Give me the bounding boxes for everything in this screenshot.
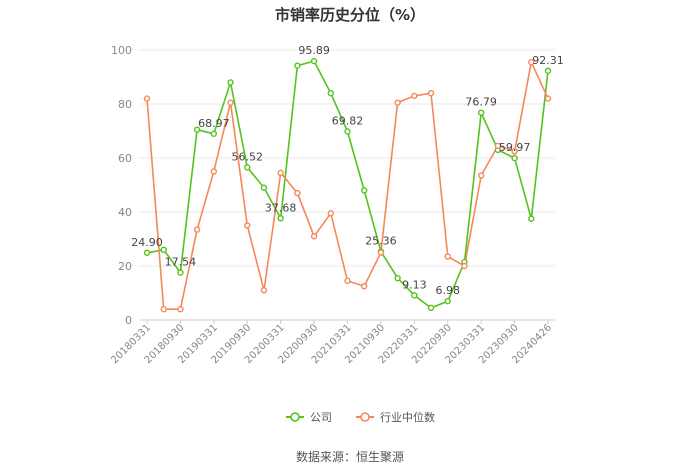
data-point bbox=[528, 215, 535, 222]
data-point bbox=[277, 169, 284, 177]
data-label: 76.79 bbox=[465, 96, 497, 109]
y-tick-label: 40 bbox=[118, 206, 132, 219]
data-point bbox=[494, 142, 502, 150]
data-point bbox=[193, 226, 201, 233]
data-point bbox=[210, 130, 218, 137]
data-point bbox=[143, 249, 151, 256]
data-label: 69.82 bbox=[332, 114, 364, 127]
data-point bbox=[344, 128, 351, 135]
data-point bbox=[260, 287, 268, 294]
data-point bbox=[244, 222, 251, 229]
data-point bbox=[411, 292, 418, 299]
data-point bbox=[327, 89, 334, 97]
data-point bbox=[160, 246, 167, 254]
y-tick-label: 60 bbox=[118, 152, 132, 165]
data-label: 95.89 bbox=[298, 44, 330, 57]
data-point bbox=[528, 58, 535, 66]
data-label: 17.54 bbox=[165, 256, 197, 269]
legend-marker-0 bbox=[290, 412, 300, 422]
data-point bbox=[244, 164, 251, 171]
data-label: 25.36 bbox=[365, 235, 397, 248]
legend-marker-1 bbox=[360, 412, 370, 422]
data-point bbox=[477, 109, 485, 116]
y-tick-label: 100 bbox=[111, 44, 132, 57]
series-points bbox=[143, 57, 552, 313]
legend: 公司 行业中位数 bbox=[286, 410, 435, 424]
data-point bbox=[210, 168, 218, 175]
data-label: 24.90 bbox=[131, 236, 163, 249]
y-tick-label: 20 bbox=[118, 260, 132, 273]
data-label: 9.13 bbox=[402, 278, 427, 291]
data-point bbox=[227, 99, 234, 106]
data-label: 68.97 bbox=[198, 117, 230, 130]
legend-label-1: 行业中位数 bbox=[380, 410, 435, 424]
data-point bbox=[294, 189, 301, 197]
data-point bbox=[477, 172, 485, 179]
y-axis: 0 20 40 60 80 100 bbox=[111, 44, 132, 327]
source-note: 数据来源：恒生聚源 bbox=[295, 450, 404, 464]
data-point bbox=[327, 210, 334, 217]
data-point bbox=[177, 306, 184, 313]
data-point bbox=[394, 274, 401, 282]
data-point bbox=[310, 57, 318, 65]
data-point bbox=[544, 67, 552, 74]
data-label: 37.68 bbox=[265, 201, 297, 214]
data-point bbox=[377, 249, 385, 256]
data-point bbox=[461, 262, 468, 270]
data-point bbox=[143, 95, 151, 102]
data-label: 92.31 bbox=[532, 54, 564, 67]
chart-title: 市销率历史分位（%） bbox=[274, 6, 426, 24]
data-point bbox=[310, 233, 318, 240]
data-point bbox=[544, 95, 552, 102]
data-point bbox=[511, 154, 518, 162]
data-point bbox=[160, 306, 167, 313]
x-axis: 2018033120180930201903312019093020200331… bbox=[109, 320, 554, 366]
data-point bbox=[411, 92, 418, 100]
data-point bbox=[427, 304, 435, 312]
data-point bbox=[427, 89, 435, 97]
data-point bbox=[344, 277, 351, 285]
data-point bbox=[177, 269, 184, 276]
data-label: 6.98 bbox=[436, 284, 461, 297]
data-point bbox=[394, 99, 401, 106]
data-point bbox=[511, 148, 518, 155]
data-point bbox=[277, 215, 284, 222]
data-point bbox=[260, 184, 268, 191]
data-point bbox=[361, 187, 368, 194]
y-tick-label: 80 bbox=[118, 98, 132, 111]
y-tick-label: 0 bbox=[125, 314, 132, 327]
data-point bbox=[361, 283, 368, 290]
data-point bbox=[193, 126, 201, 133]
data-point bbox=[227, 79, 234, 86]
data-point bbox=[294, 62, 301, 69]
data-point bbox=[444, 297, 451, 305]
legend-label-0: 公司 bbox=[310, 411, 332, 424]
data-label: 56.52 bbox=[232, 150, 264, 163]
data-label: 59.97 bbox=[499, 141, 531, 154]
data-point bbox=[444, 253, 451, 260]
